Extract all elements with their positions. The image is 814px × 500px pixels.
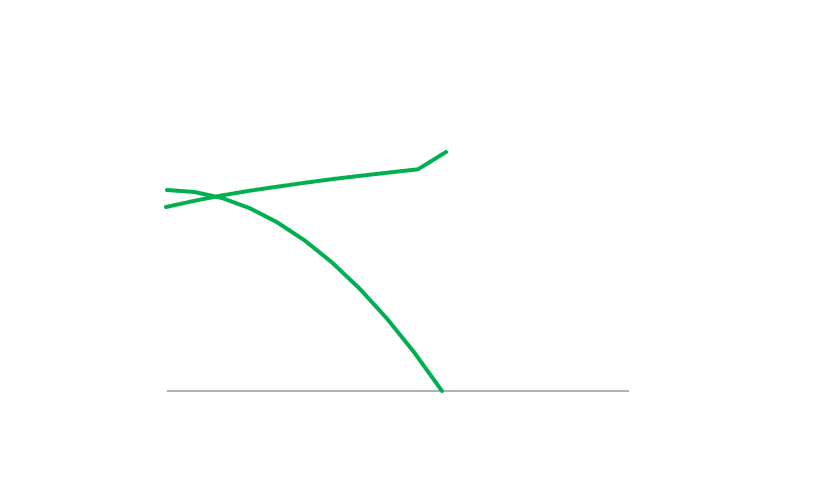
series-line-dashed — [164, 150, 448, 209]
series-layer — [164, 150, 448, 393]
series-line-solid — [165, 188, 444, 393]
